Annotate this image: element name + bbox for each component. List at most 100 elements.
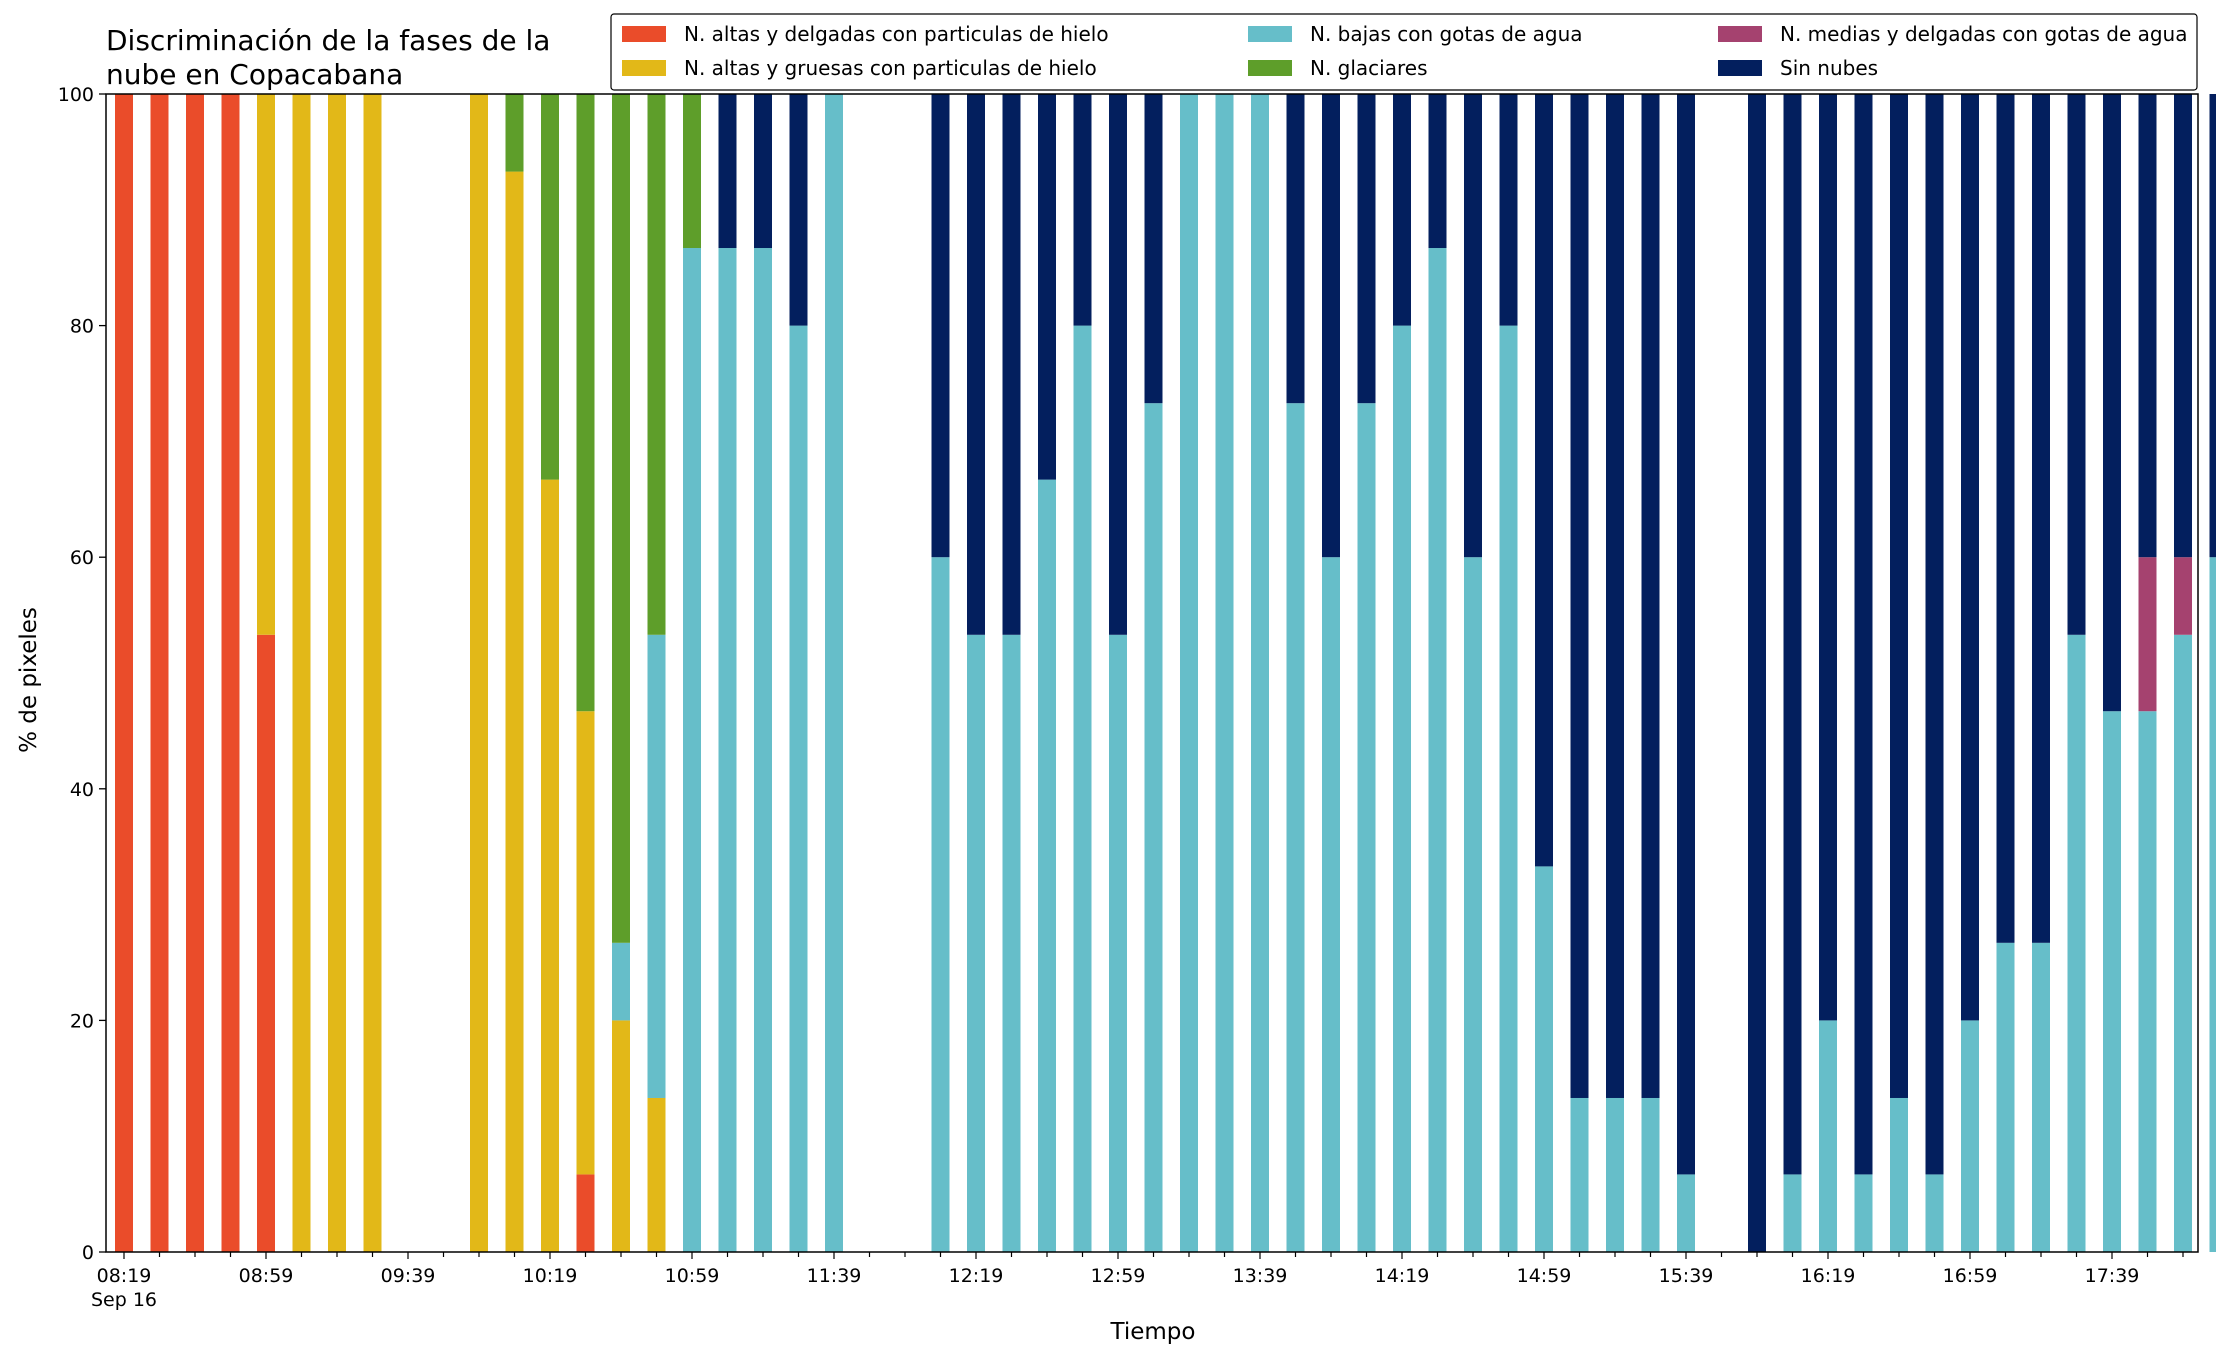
y-axis-label: % de pixeles [16,607,42,753]
bar-segment [648,1098,666,1252]
bar-segment [1038,94,1056,480]
bar-segment [1109,635,1127,1252]
bar-segment [683,248,701,1252]
y-tick-label: 100 [58,84,94,106]
bar-segment [967,635,985,1252]
bar-segment [1109,94,1127,635]
bar-segment [1003,94,1021,635]
x-tick-date-label: Sep 16 [91,1289,157,1311]
bar-segment [1677,94,1695,1174]
x-tick-label: 12:59 [1091,1265,1146,1287]
bar-segment [967,94,985,635]
legend-label: N. glaciares [1310,56,1428,80]
legend-swatch [622,26,666,42]
chart-title-line-1: Discriminación de la fases de la [106,24,550,57]
bar-segment [222,94,240,1252]
legend-swatch [1248,60,1292,76]
bar-segment [648,635,666,1098]
bar-segment [1855,1174,1873,1252]
bar-segment [2103,94,2121,711]
bar-segment [1855,94,1873,1174]
bar-segment [115,94,133,1252]
legend-swatch [622,60,666,76]
x-tick-label: 12:19 [949,1265,1004,1287]
bar-segment [1464,94,1482,557]
bar-segment [1251,94,1269,1252]
bar-segment [151,94,169,1252]
bar-segment [577,94,595,711]
x-tick-label: 10:59 [665,1265,720,1287]
bar-segment [2174,94,2192,557]
legend-label: N. bajas con gotas de agua [1310,22,1583,46]
bar-segment [577,1174,595,1252]
bar-segment [293,94,311,1252]
bar-segment [1535,94,1553,866]
chart-title-line-2: nube en Copacabana [106,58,403,91]
legend-label: N. medias y delgadas con gotas de agua [1780,22,2188,46]
bar-segment [1571,1098,1589,1252]
bar-segment [1606,1098,1624,1252]
bar-segment [186,94,204,1252]
bar-segment [257,635,275,1252]
legend-swatch [1248,26,1292,42]
y-tick-label: 40 [70,779,94,801]
bar-segment [1997,94,2015,943]
bar-segment [1429,94,1447,248]
bar-segment [1074,94,1092,326]
x-tick-label: 10:19 [523,1265,578,1287]
bar-segment [2032,943,2050,1252]
bar-segment [2068,94,2086,635]
bar-segment [683,94,701,248]
bar-segment [257,94,275,635]
legend: N. altas y delgadas con particulas de hi… [611,14,2197,90]
bar-segment [1003,635,1021,1252]
bar-segment [1322,557,1340,1252]
bar-segment [1642,1098,1660,1252]
bar-segment [1926,94,1944,1174]
bar-segment [1961,94,1979,1020]
bar-segment [1890,1098,1908,1252]
bar-segment [1287,403,1305,1252]
legend-label: N. altas y delgadas con particulas de hi… [684,22,1109,46]
bar-segment [1677,1174,1695,1252]
bar-segment [612,1020,630,1252]
bar-segment [1287,94,1305,403]
bar-segment [1429,248,1447,1252]
bar-segment [1642,94,1660,1098]
bar-segment [2174,635,2192,1252]
bar-segment [1038,480,1056,1252]
bar-segment [1748,94,1766,1252]
x-tick-label: 15:39 [1659,1265,1714,1287]
bar-segment [541,94,559,480]
bar-segment [932,94,950,557]
bar-segment [2139,94,2157,557]
bar-segment [2103,711,2121,1252]
bar-segment [612,94,630,943]
x-tick-label: 14:59 [1517,1265,1572,1287]
bar-segment [577,711,595,1174]
bar-segment [1535,866,1553,1252]
y-tick-label: 80 [70,316,94,338]
bar-segment [1571,94,1589,1098]
bar-segment [2139,557,2157,711]
bar-segment [2210,557,2216,1252]
x-axis-label: Tiempo [1110,1319,1196,1345]
x-tick-label: 09:39 [381,1265,436,1287]
bar-segment [1216,94,1234,1252]
bar-segment [1997,943,2015,1252]
bar-segment [754,248,772,1252]
x-tick-label: 14:19 [1375,1265,1430,1287]
x-tick-label: 11:39 [807,1265,862,1287]
bar-segment [719,94,737,248]
legend-label: Sin nubes [1780,56,1878,80]
x-tick-label: 16:19 [1801,1265,1856,1287]
x-tick-label: 13:39 [1233,1265,1288,1287]
bar-segment [506,172,524,1252]
bar-segment [1500,326,1518,1252]
bar-segment [719,248,737,1252]
y-tick-label: 60 [70,547,94,569]
bar-segment [1358,403,1376,1252]
bar-segment [1606,94,1624,1098]
bar-segment [1145,94,1163,403]
